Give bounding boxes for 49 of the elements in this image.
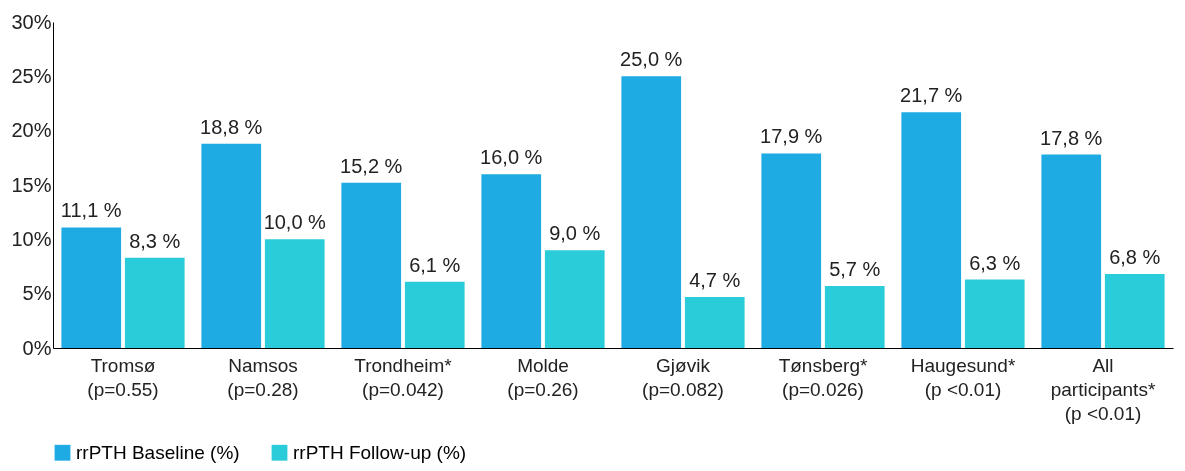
x-tick-label: Trondheim* (p=0.042) [354,354,453,400]
x-tick-label: Namsos (p=0.28) [227,354,299,400]
x-tick-label: Tønsberg* (p=0.026) [778,354,868,400]
bar [1104,274,1165,348]
data-label: 5,7 % [829,258,881,281]
bar [824,286,885,348]
x-tick-label: Gjøvik (p=0.082) [642,354,724,400]
bar [964,279,1025,348]
data-label: 17,9 % [760,125,823,148]
x-tick-label: Tromsø (p=0.55) [87,354,159,400]
bar [264,239,325,348]
y-tick-label: 30% [11,10,52,33]
legend-label: rrPTH Baseline (%) [76,441,240,463]
bar [621,76,682,348]
bar [481,174,542,348]
y-tick-label: 20% [11,119,52,142]
x-tick-label: Haugesund* (p <0.01) [910,354,1016,400]
data-label: 16,0 % [480,146,543,169]
data-label: 6,1 % [409,253,461,276]
bar [201,143,262,348]
data-label: 18,8 % [200,115,263,138]
bar [1041,154,1102,348]
legend-label: rrPTH Follow-up (%) [293,441,467,463]
y-tick-label: 5% [22,282,52,305]
y-tick-label: 0% [22,336,52,359]
y-tick-label: 15% [11,173,52,196]
data-label: 8,3 % [129,229,181,252]
bar [341,182,402,348]
data-label: 17,8 % [1040,126,1103,149]
bar [61,227,122,348]
data-label: 10,0 % [263,211,327,234]
bar [761,153,822,348]
bar [124,257,185,348]
x-tick-label: All participants* (p <0.01) [1050,354,1156,424]
data-label: 9,0 % [549,222,601,245]
data-label: 21,7 % [900,84,963,107]
bar [544,250,605,348]
data-label: 6,3 % [969,251,1021,274]
data-label: 4,7 % [689,268,741,291]
data-label: 11,1 % [60,199,122,222]
y-tick-label: 25% [11,64,52,87]
x-tick-label: Molde (p=0.26) [507,354,579,400]
data-label: 6,8 % [1109,246,1161,269]
bar [901,112,962,348]
bar [404,281,465,348]
data-label: 15,2 % [340,154,403,177]
y-tick-label: 10% [11,227,52,250]
data-label: 25,0 % [620,48,683,71]
bar [684,296,745,348]
